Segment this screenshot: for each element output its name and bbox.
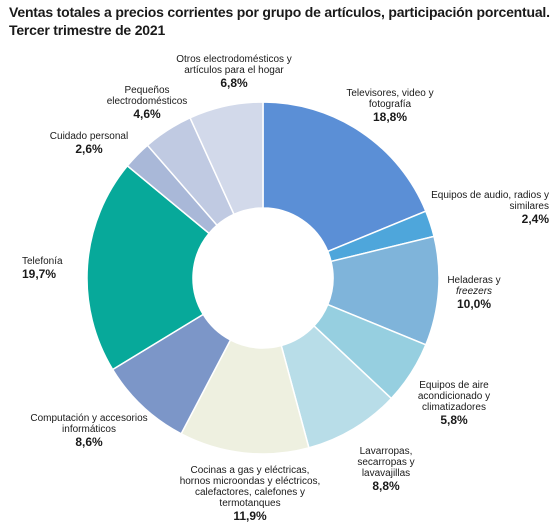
- label-lavarropas: Lavarropas, secarropas y lavavajillas 8,…: [350, 446, 422, 494]
- label-pequenos: Pequeños electrodomésticos 4,6%: [100, 85, 194, 122]
- label-audio-line-1: Equipos de audio, radios y: [431, 190, 549, 201]
- label-audio-line-2: similares: [509, 201, 549, 212]
- label-telefonia-value: 19,7%: [22, 267, 57, 281]
- label-aire-line-3: climatizadores: [422, 402, 486, 413]
- label-telefonia-line-1: Telefonía: [22, 256, 63, 267]
- label-televisores-line-1: Televisores, video y: [346, 88, 434, 99]
- label-cocinas: Cocinas a gas y eléctricas, hornos micro…: [170, 465, 330, 524]
- label-computacion: Computación y accesorios informáticos 8,…: [27, 413, 151, 450]
- label-computacion-line-1: Computación y accesorios: [30, 413, 148, 424]
- chart-title-line-2: Tercer trimestre de 2021: [9, 22, 166, 38]
- label-cocinas-line-3: calefactores, calefones y: [194, 487, 306, 498]
- donut-slice-10: [189, 101, 264, 216]
- label-lavarropas-line-1: Lavarropas,: [359, 446, 413, 457]
- label-heladeras-line-1: Heladeras y: [447, 275, 501, 286]
- label-aire: Equipos de aire acondicionado y climatiz…: [412, 380, 496, 428]
- label-televisores: Televisores, video y fotografía 18,8%: [340, 88, 440, 125]
- label-otros-line-2: artículos para el hogar: [184, 65, 284, 76]
- label-cocinas-value: 11,9%: [233, 509, 267, 523]
- label-otros-value: 6,8%: [220, 76, 248, 90]
- label-cocinas-line-1: Cocinas a gas y eléctricas,: [190, 465, 310, 476]
- label-televisores-value: 18,8%: [372, 110, 408, 124]
- donut-slice-7: [86, 164, 211, 371]
- label-otros: Otros electrodomésticos y artículos para…: [170, 54, 298, 91]
- label-cocinas-line-2: hornos microondas y eléctricos,: [179, 476, 321, 487]
- label-pequenos-line-1: Pequeños: [124, 85, 170, 96]
- label-computacion-value: 8,6%: [75, 435, 103, 449]
- label-audio-value: 2,4%: [521, 212, 549, 226]
- label-cuidado-line-1: Cuidado personal: [49, 131, 129, 142]
- label-audio: Equipos de audio, radios y similares 2,4…: [421, 190, 549, 227]
- donut-slice-0: [262, 101, 427, 253]
- label-pequenos-value: 4,6%: [133, 107, 161, 121]
- label-cuidado: Cuidado personal 2,6%: [44, 131, 134, 157]
- label-lavarropas-line-2: secarropas y: [357, 457, 415, 468]
- label-aire-line-2: acondicionado y: [417, 391, 491, 402]
- label-lavarropas-value: 8,8%: [372, 479, 400, 493]
- label-televisores-line-2: fotografía: [368, 99, 412, 110]
- label-heladeras-line-2: freezers: [455, 286, 493, 297]
- label-heladeras: Heladeras y freezers 10,0%: [440, 275, 508, 312]
- label-cuidado-value: 2,6%: [75, 142, 103, 156]
- label-cocinas-line-4: termotanques: [219, 498, 281, 509]
- chart-title: Ventas totales a precios corrientes por …: [9, 3, 550, 39]
- label-computacion-line-2: informáticos: [62, 424, 116, 435]
- label-heladeras-value: 10,0%: [456, 297, 492, 311]
- label-aire-line-1: Equipos de aire: [419, 380, 489, 391]
- label-telefonia: Telefonía 19,7%: [22, 256, 82, 282]
- label-pequenos-line-2: electrodomésticos: [106, 96, 188, 107]
- chart-title-line-1: Ventas totales a precios corrientes por …: [9, 4, 550, 20]
- label-aire-value: 5,8%: [440, 413, 468, 427]
- label-lavarropas-line-3: lavavajillas: [361, 468, 411, 479]
- label-otros-line-1: Otros electrodomésticos y: [176, 54, 292, 65]
